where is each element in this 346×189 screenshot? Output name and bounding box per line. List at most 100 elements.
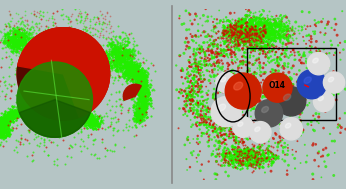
Point [121, 49, 126, 52]
Point [293, 21, 299, 24]
Point [127, 67, 133, 70]
Point [0, 40, 3, 43]
Point [254, 146, 260, 149]
Point [280, 36, 285, 39]
Point [26, 106, 32, 109]
Point [257, 99, 263, 102]
Point [0, 125, 2, 128]
Point [253, 32, 258, 35]
Point [16, 37, 21, 40]
Point [51, 109, 56, 112]
Point [216, 154, 221, 157]
Point [211, 123, 216, 126]
Point [132, 77, 137, 80]
Point [11, 41, 17, 44]
Point [1, 128, 6, 131]
Point [74, 54, 79, 57]
Point [66, 111, 72, 114]
Wedge shape [18, 28, 110, 117]
Point [260, 24, 266, 27]
Point [229, 157, 234, 160]
Point [45, 26, 51, 29]
Point [102, 66, 107, 69]
Point [9, 108, 15, 111]
Point [0, 127, 6, 130]
Point [22, 112, 28, 115]
Point [243, 153, 249, 156]
Point [194, 104, 200, 107]
Point [249, 37, 255, 40]
Point [316, 68, 321, 71]
Point [44, 105, 49, 108]
Point [261, 17, 266, 20]
Point [98, 13, 103, 16]
Point [0, 119, 2, 122]
Point [235, 161, 240, 164]
Point [119, 65, 125, 68]
Point [281, 146, 286, 149]
Point [0, 122, 1, 125]
Point [131, 66, 136, 69]
Point [227, 112, 232, 115]
Point [11, 43, 17, 46]
Point [144, 104, 150, 107]
Point [109, 55, 115, 58]
Point [221, 24, 226, 27]
Point [130, 84, 135, 87]
Point [86, 124, 92, 127]
Point [54, 106, 60, 109]
Point [220, 30, 226, 33]
Point [0, 123, 1, 126]
Point [193, 35, 199, 38]
Point [102, 22, 108, 25]
Point [235, 36, 240, 40]
Point [316, 112, 322, 115]
Point [8, 113, 13, 116]
Point [250, 149, 256, 152]
Point [244, 29, 249, 32]
Point [75, 14, 81, 17]
Point [127, 66, 132, 69]
Point [133, 72, 138, 75]
Point [285, 35, 291, 38]
Point [230, 32, 236, 35]
Point [222, 133, 228, 136]
Point [238, 110, 243, 113]
Point [213, 21, 218, 24]
Point [120, 55, 126, 58]
Point [239, 23, 245, 26]
Point [131, 71, 137, 74]
Point [113, 56, 118, 59]
Point [73, 112, 79, 115]
Point [295, 43, 300, 46]
Point [11, 116, 17, 119]
Point [265, 27, 271, 30]
Point [205, 107, 211, 110]
Point [58, 106, 64, 109]
Point [258, 46, 263, 49]
Point [115, 78, 121, 81]
Point [297, 116, 302, 119]
Point [263, 27, 268, 30]
Point [262, 35, 268, 38]
Point [15, 108, 20, 111]
Point [92, 137, 98, 140]
Point [322, 160, 327, 163]
Point [129, 93, 135, 96]
Point [140, 112, 145, 115]
Point [76, 111, 82, 114]
Point [138, 86, 143, 89]
Point [272, 158, 278, 161]
Point [115, 66, 120, 69]
Point [250, 38, 256, 41]
Point [132, 80, 138, 83]
Point [85, 122, 90, 125]
Point [249, 23, 255, 26]
Point [3, 40, 9, 43]
Point [270, 146, 275, 149]
Point [121, 48, 127, 51]
Point [254, 160, 260, 163]
Point [18, 54, 24, 57]
Point [234, 33, 239, 36]
Point [259, 23, 264, 26]
